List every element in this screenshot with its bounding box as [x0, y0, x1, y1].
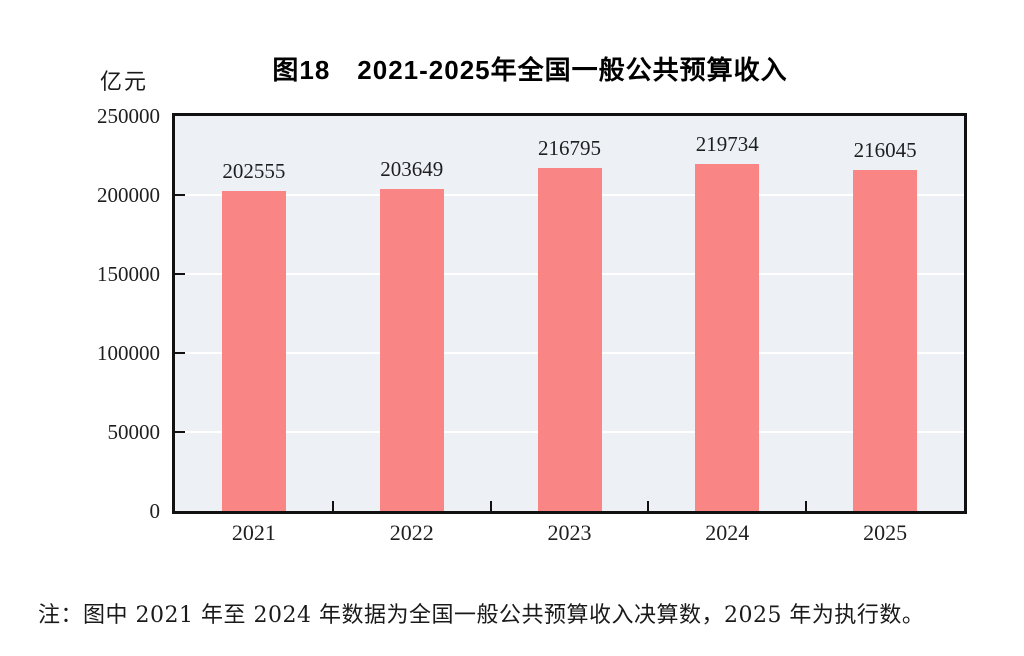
x-axis-label: 2023 [547, 520, 592, 545]
y-axis-label: 100000 [97, 341, 160, 365]
y-axis-tick [175, 352, 185, 354]
x-axis-label: 2021 [231, 520, 276, 545]
bar-value-label: 219734 [695, 131, 759, 156]
y-axis-label: 150000 [97, 262, 160, 286]
y-axis-unit-label: 亿元 [100, 69, 149, 94]
y-axis-label: 50000 [107, 420, 161, 444]
bar-2023 [537, 168, 602, 511]
bar-2025 [853, 169, 918, 511]
y-axis-tick [175, 273, 185, 275]
bar-value-label: 202555 [222, 158, 286, 183]
plot-area [172, 113, 967, 514]
y-axis-label: 200000 [97, 183, 160, 207]
bar-2022 [379, 189, 444, 511]
y-axis-tick [175, 194, 185, 196]
y-axis-label: 250000 [97, 104, 160, 128]
x-axis-tick [331, 501, 334, 511]
x-axis-tick [805, 501, 808, 511]
bar-2024 [695, 163, 760, 511]
x-axis-label: 2025 [863, 520, 908, 545]
bar-value-label: 216045 [853, 137, 917, 162]
x-axis-label: 2022 [389, 520, 434, 545]
bar-value-label: 203649 [380, 157, 444, 182]
x-axis-tick [489, 501, 492, 511]
x-axis-tick [647, 501, 650, 511]
y-axis-tick [175, 431, 185, 433]
y-axis-label: 0 [149, 499, 161, 523]
chart-footnote: 注：图中 2021 年至 2024 年数据为全国一般公共预算收入决算数，2025… [38, 603, 925, 628]
bar-2021 [221, 190, 286, 511]
chart-title: 图18 2021-2025年全国一般公共预算收入 [272, 55, 788, 85]
x-axis-label: 2024 [705, 520, 750, 545]
bar-value-label: 216795 [538, 136, 601, 161]
